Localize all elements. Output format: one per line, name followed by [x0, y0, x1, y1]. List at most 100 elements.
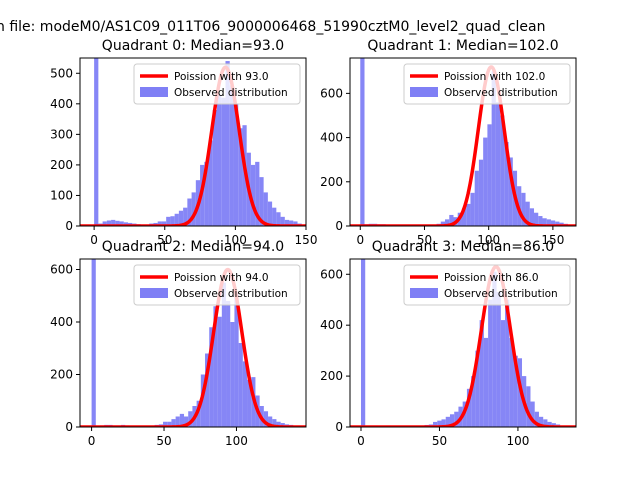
x-tick-label: 0: [356, 233, 364, 247]
legend-hist-swatch: [410, 87, 438, 97]
hist-bar: [445, 219, 450, 226]
x-tick-label: 50: [432, 434, 447, 448]
hist-bar: [208, 140, 213, 226]
y-tick-label: 400: [320, 131, 343, 145]
hist-bar: [188, 411, 193, 427]
hist-bar: [175, 416, 180, 427]
hist-bar: [212, 109, 218, 226]
hist-bar: [487, 124, 492, 226]
hist-bar: [546, 219, 551, 226]
hist-bar: [263, 192, 268, 226]
hist-bar: [454, 411, 459, 427]
quadrant-2-plot: 0 50 100 0 200 400 600 Poission with 94.0 Observ…: [50, 239, 307, 448]
hist-bar: [479, 320, 484, 427]
hist-bar: [360, 259, 366, 427]
quadrant-3-plot: 0 50 100 0 200 400 600 Poission with 86.0 Observ…: [320, 239, 577, 448]
hist-bar: [508, 157, 513, 226]
legend-label-poisson: Poission with 86.0: [444, 272, 539, 284]
hist-bar: [178, 210, 184, 226]
hist-bar: [530, 401, 535, 427]
hist-bar: [360, 58, 365, 226]
hist-bar: [547, 421, 552, 427]
x-tick-label: 100: [224, 233, 247, 247]
hist-bar: [242, 361, 248, 427]
y-tick-label: 200: [50, 158, 73, 172]
hist-bar: [289, 220, 294, 226]
hist-bar: [238, 128, 243, 226]
hist-bar: [238, 343, 243, 427]
hist-bar: [505, 299, 510, 427]
hist-bar: [272, 207, 277, 226]
poisson-curve: [350, 264, 576, 427]
hist-bar: [91, 259, 96, 427]
quadrant-2-title: Quadrant 2: Median=94.0: [102, 239, 284, 255]
legend-label-poisson: Poission with 94.0: [174, 272, 269, 284]
hist-bar: [513, 355, 518, 427]
hist-bar: [213, 306, 218, 427]
poisson-curve: [80, 267, 306, 427]
legend-label-observed: Observed distribution: [444, 87, 558, 99]
hist-bar: [226, 301, 231, 427]
hist-bar: [276, 421, 281, 427]
legend-label-observed: Observed distribution: [444, 288, 558, 300]
quadrant-0-title: Quadrant 0: Median=93.0: [102, 38, 284, 54]
hist-bar: [217, 94, 222, 226]
hist-bar: [263, 411, 269, 427]
hist-bar: [466, 388, 472, 427]
figure-title: n file: modeM0/AS1C09_011T06_9000006468_…: [0, 19, 545, 35]
hist-bar: [217, 316, 222, 427]
y-tick-label: 300: [50, 127, 73, 141]
hist-bar: [166, 216, 171, 226]
hist-bar: [437, 420, 442, 427]
x-tick-label: 150: [541, 233, 564, 247]
hist-bar: [509, 337, 514, 427]
quadrant-3-title: Quadrant 3: Median=86.0: [372, 239, 554, 255]
hist-bar: [500, 115, 505, 226]
hist-bar: [174, 213, 179, 226]
hist-bar: [293, 221, 298, 226]
hist-bar: [471, 376, 476, 427]
hist-bar: [115, 220, 120, 226]
plot-area: [350, 58, 576, 226]
hist-bar: [229, 85, 234, 226]
y-tick-label: 600: [320, 267, 343, 281]
hist-bar: [184, 416, 189, 427]
x-tick-label: 50: [156, 434, 171, 448]
legend-label-observed: Observed distribution: [174, 288, 288, 300]
hist-bar: [268, 416, 273, 427]
hist-bar: [483, 337, 489, 427]
hist-bar: [529, 208, 535, 226]
hist-bar: [255, 161, 260, 226]
hist-bar: [478, 159, 484, 226]
hist-bar: [538, 416, 544, 427]
y-tick-label: 0: [65, 219, 73, 233]
quadrant-1-plot: 0 50 100 150 0 200 400 600 Poission with 102.0 Ob…: [320, 38, 577, 247]
hist-bar: [491, 71, 496, 226]
x-tick-label: 50: [417, 233, 432, 247]
hist-bar: [221, 282, 227, 427]
hist-bar: [525, 201, 530, 226]
hist-bar: [123, 222, 129, 226]
hist-bar: [171, 419, 176, 427]
hist-bar: [538, 216, 543, 226]
hist-bar: [250, 164, 256, 226]
legend: Poission with 102.0 Observed distribution: [403, 63, 571, 105]
hist-bar: [475, 350, 480, 427]
hist-bar: [488, 299, 493, 427]
legend-hist-swatch: [410, 288, 438, 298]
hist-bar: [500, 320, 506, 427]
hist-bar: [191, 192, 196, 226]
hist-bar: [167, 421, 172, 427]
axes-frame: [79, 258, 307, 428]
hist-bar: [280, 423, 285, 427]
y-tick-label: 400: [320, 318, 343, 332]
hist-bar: [504, 142, 509, 226]
y-tick-label: 0: [65, 420, 73, 434]
quadrant-0-plot: 0 50 100 150 0 100 200 300 400 500 Poission with 9…: [50, 38, 317, 247]
hist-bar: [119, 221, 124, 226]
hist-bar: [441, 419, 446, 427]
y-tick-label: 500: [50, 66, 73, 80]
hist-bar: [111, 219, 116, 226]
poisson-curve: [80, 65, 306, 226]
x-tick-label: 0: [357, 434, 365, 448]
